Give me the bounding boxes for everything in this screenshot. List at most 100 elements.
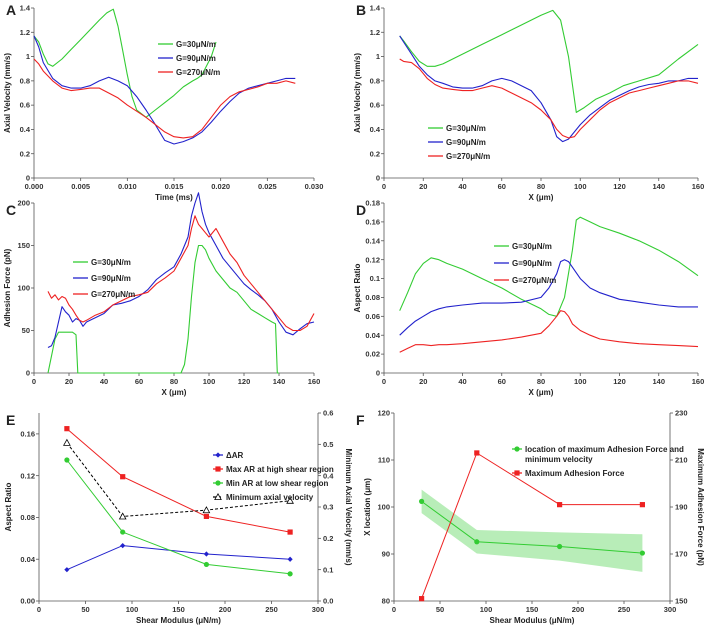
y-tick-label: 0.8 <box>20 76 30 85</box>
x-axis-label: Shear Modulus (μN/m) <box>136 616 221 625</box>
series-line <box>399 216 699 317</box>
y-tick-label: 1.4 <box>370 4 381 13</box>
y2-tick-label: 190 <box>675 503 688 512</box>
y-axis-label: X location (μm) <box>363 478 372 536</box>
series-1 <box>64 543 293 573</box>
legend: ΔAR Max AR at high shear region Min AR at … <box>213 451 334 502</box>
y-tick-label: 0.14 <box>365 236 380 245</box>
y-tick-label: 0.2 <box>370 149 380 158</box>
data-point <box>286 496 294 504</box>
x-tick-label: 300 <box>664 605 677 614</box>
y-tick-label: 0 <box>376 369 380 378</box>
data-point <box>287 529 293 535</box>
x-axis-label: Shear Modulus (μN/m) <box>490 616 575 625</box>
y2-axis-label: Maximum Adhesion Force (pN) <box>696 448 705 566</box>
data-point <box>419 596 425 602</box>
data-point <box>639 502 645 508</box>
series-line <box>399 9 699 113</box>
data-point <box>120 543 126 549</box>
x-tick-label: 140 <box>652 182 665 191</box>
legend-marker <box>514 446 520 452</box>
series-2 <box>33 35 296 145</box>
legend: G=30μN/m G=90μN/m G=270μN/m <box>428 124 490 161</box>
error-band <box>421 489 643 572</box>
y2-tick-label: 0.5 <box>323 440 333 449</box>
y-tick-label: 0.4 <box>20 125 31 134</box>
x-tick-label: 0.000 <box>25 182 44 191</box>
panel-letter: B <box>356 2 366 18</box>
x-tick-label: 200 <box>572 605 585 614</box>
series-line <box>47 244 279 374</box>
data-point <box>203 513 209 519</box>
legend-label: G=30μN/m <box>91 258 131 267</box>
legend: G=30μN/m G=90μN/m G=270μN/m <box>158 40 220 77</box>
panel-letter: E <box>6 412 15 428</box>
y-tick-label: 110 <box>378 456 390 465</box>
x-tick-label: 20 <box>65 377 73 386</box>
legend-label: Min AR at low shear region <box>226 479 328 488</box>
data-point <box>203 561 209 568</box>
data-point <box>639 550 646 556</box>
panel-c: C 0 20 40 60 80 100 120 140 160 0 50 100 150 200 X (μm)… <box>3 192 321 397</box>
series-3 <box>47 215 315 332</box>
y-tick-label: 0.00 <box>20 597 35 606</box>
legend-marker <box>214 492 222 500</box>
x-tick-label: 200 <box>219 605 232 614</box>
y-tick-label: 100 <box>17 284 30 293</box>
legend-marker <box>514 470 520 476</box>
series-line <box>66 428 291 533</box>
panel-letter: C <box>6 202 16 218</box>
series-line <box>399 310 699 353</box>
y2-tick-label: 170 <box>675 550 688 559</box>
panel-f: F 0 50 100 150 200 250 300 80 90 100 110 120 150 170 19… <box>356 409 705 625</box>
x-tick-label: 0 <box>392 605 396 614</box>
y-tick-label: 0.06 <box>365 312 380 321</box>
legend-label: G=270μN/m <box>446 152 490 161</box>
panel-a: A 0.000 0.005 0.010 0.015 0.020 0.025 0.030 0 0.2… <box>3 2 323 202</box>
series-3 <box>399 310 699 353</box>
x-tick-label: 160 <box>692 377 705 386</box>
legend-marker <box>215 452 221 458</box>
y2-tick-label: 0.4 <box>323 471 334 480</box>
y-tick-label: 50 <box>22 326 30 335</box>
legend-label: minimum velocity <box>525 455 593 464</box>
y-tick-label: 0.1 <box>370 274 380 283</box>
y-tick-label: 0.04 <box>365 331 380 340</box>
series-1 <box>33 8 217 118</box>
x-tick-label: 40 <box>458 182 466 191</box>
data-point <box>419 498 425 504</box>
series-1 <box>399 216 699 317</box>
x-tick-label: 100 <box>126 605 139 614</box>
x-tick-label: 0.020 <box>211 182 230 191</box>
x-tick-label: 120 <box>238 377 251 386</box>
series-2 <box>419 450 645 602</box>
x-tick-label: 0.010 <box>118 182 137 191</box>
series-3 <box>64 457 293 577</box>
y-tick-label: 1 <box>26 52 30 61</box>
legend-label: G=30μN/m <box>176 40 216 49</box>
series-2 <box>399 259 698 336</box>
x-tick-label: 160 <box>308 377 321 386</box>
series-line <box>33 35 296 145</box>
y-axis-label: Adhesion Force (pN) <box>3 248 12 327</box>
data-point <box>120 529 126 535</box>
y-tick-label: 0.08 <box>20 513 35 522</box>
panel-e: E 0 50 100 150 200 250 300 0.00 0.04 0.08 0.12 0.16 0… <box>4 409 353 625</box>
x-tick-label: 80 <box>537 182 545 191</box>
series-line <box>66 545 291 571</box>
series-line <box>66 459 291 575</box>
legend-label: G=30μN/m <box>446 124 486 133</box>
legend-label: G=30μN/m <box>512 242 552 251</box>
x-axis-label: Time (ms) <box>155 193 193 202</box>
x-tick-label: 140 <box>273 377 286 386</box>
y-tick-label: 1 <box>376 52 380 61</box>
data-point <box>118 512 127 520</box>
panel-letter: F <box>356 412 365 428</box>
x-tick-label: 0 <box>382 182 386 191</box>
x-tick-label: 0.005 <box>71 182 90 191</box>
legend-label: location of maximum Adhesion Force and <box>525 445 684 454</box>
y2-tick-label: 0.3 <box>323 503 333 512</box>
data-point <box>557 502 563 508</box>
data-point <box>557 543 563 550</box>
